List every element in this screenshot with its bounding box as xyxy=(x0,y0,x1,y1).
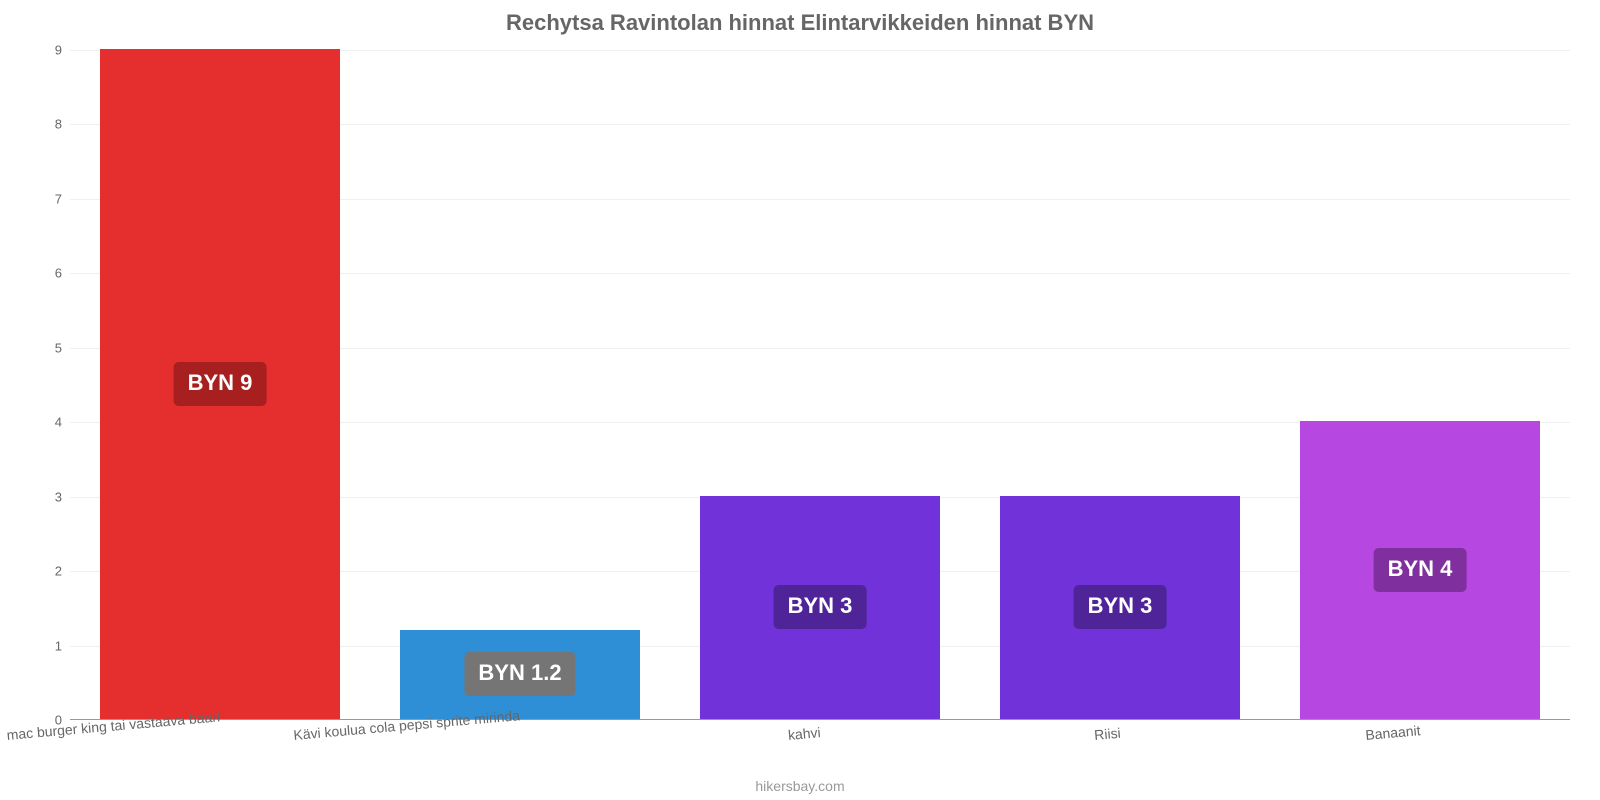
y-tick-label: 9 xyxy=(55,43,62,58)
x-category-label: Banaanit xyxy=(1365,722,1421,743)
y-tick-label: 8 xyxy=(55,117,62,132)
plot-area: BYN 9mac burger king tai vastaava baariB… xyxy=(70,50,1570,720)
y-tick-label: 2 xyxy=(55,564,62,579)
bar-value-label: BYN 3 xyxy=(774,585,867,629)
bar-value-label: BYN 4 xyxy=(1374,548,1467,592)
bar-slot: BYN 1.2Kävi koulua cola pepsi sprite mir… xyxy=(370,50,670,719)
y-tick-label: 1 xyxy=(55,638,62,653)
y-tick-label: 6 xyxy=(55,266,62,281)
bar-value-label: BYN 1.2 xyxy=(464,652,575,696)
bar-slot: BYN 3kahvi xyxy=(670,50,970,719)
bar-slot: BYN 9mac burger king tai vastaava baari xyxy=(70,50,370,719)
bar-slot: BYN 3Riisi xyxy=(970,50,1270,719)
bar-value-label: BYN 3 xyxy=(1074,585,1167,629)
y-tick-label: 4 xyxy=(55,415,62,430)
bar-slot: BYN 4Banaanit xyxy=(1270,50,1570,719)
y-tick-label: 5 xyxy=(55,340,62,355)
attribution-text: hikersbay.com xyxy=(0,778,1600,794)
y-tick-label: 3 xyxy=(55,489,62,504)
x-category-label: kahvi xyxy=(787,724,821,743)
chart-container: Rechytsa Ravintolan hinnat Elintarvikkei… xyxy=(0,0,1600,800)
bar-value-label: BYN 9 xyxy=(174,362,267,406)
x-category-label: Riisi xyxy=(1094,725,1122,743)
y-tick-label: 7 xyxy=(55,191,62,206)
bars-group: BYN 9mac burger king tai vastaava baariB… xyxy=(70,50,1570,719)
chart-title: Rechytsa Ravintolan hinnat Elintarvikkei… xyxy=(0,10,1600,36)
